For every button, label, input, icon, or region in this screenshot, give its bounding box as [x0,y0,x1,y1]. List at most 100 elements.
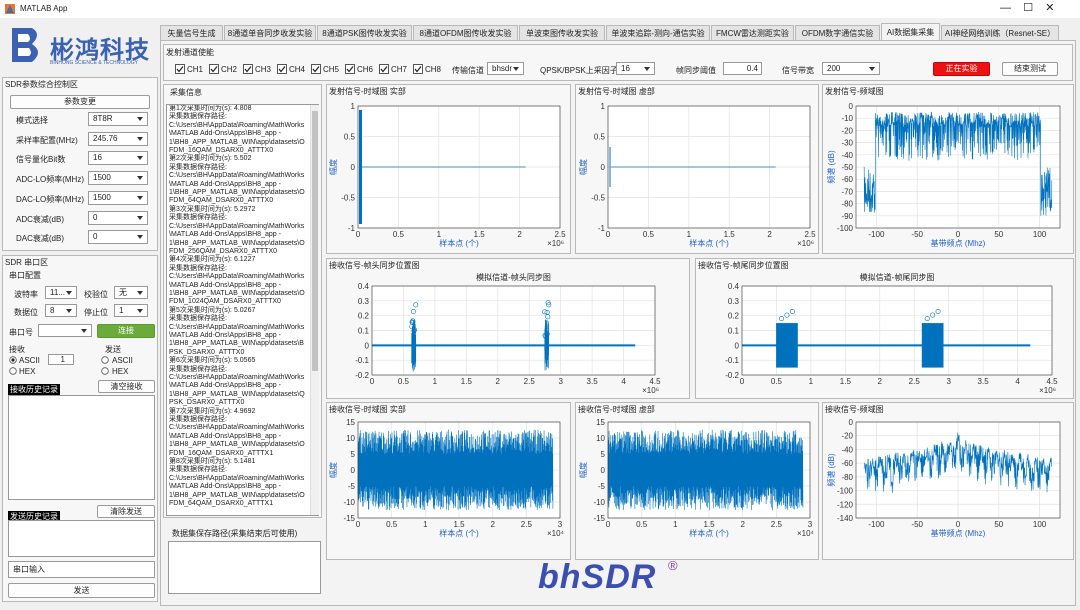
port-select[interactable] [38,324,92,337]
tab[interactable]: 矢量信号生成 [160,25,223,40]
radio-ascii-rx[interactable] [9,356,17,364]
field-value[interactable]: 1500 [88,190,148,205]
y-tick-label: -80 [841,473,853,482]
log-text[interactable]: 第1次采集时间为(s): 4.808 采集数据保存路径: C:\Users\BH\A… [166,104,319,516]
field-label: DAC衰减(dB) [16,234,65,244]
rx-history[interactable] [8,395,155,500]
clear-tx-button[interactable]: 清除发送 [97,505,155,518]
plot-panel-title: 接收信号-时域图 实部 [329,405,406,414]
field-value[interactable]: 1500 [88,171,148,186]
threshold-label: 帧同步阈值 [676,66,716,75]
field-value[interactable]: 16 [88,151,148,166]
x-tick-label: 1.5 [703,520,715,529]
tab[interactable]: 8通道单音同步收发实验 [224,25,316,40]
tab[interactable]: AI神经网络训练（Resnet-SE） [941,25,1059,40]
tab[interactable]: 单波束图传收发实验 [519,25,605,40]
tx-history[interactable] [8,520,155,557]
y-tick-label: -0.5 [591,194,605,203]
spinner[interactable]: 1 [48,354,74,365]
x-tick-label: 1.5 [840,377,852,386]
send-button[interactable]: 发送 [8,583,155,598]
x-tick-label: 100 [1033,520,1047,529]
tab[interactable]: 单波束追踪-测向-通信实验 [606,25,710,40]
tab[interactable]: 8通道PSK图传收发实验 [317,25,412,40]
checkbox[interactable] [311,64,321,74]
y-tick-label: 0 [735,341,740,350]
y-tick-label: -50 [841,163,853,172]
y-tick-label: 5 [601,450,606,459]
y-tick-label: 0 [849,102,854,111]
checkbox[interactable] [379,64,389,74]
tab[interactable]: OFDM数字通信实验 [795,25,880,40]
tab[interactable]: FMCW雷达测距实验 [711,25,794,40]
signal-burst [776,323,798,368]
signal-trace [863,111,1053,216]
sync-marker [784,312,790,318]
param-change-button[interactable]: 参数变更 [10,95,150,109]
tab[interactable]: AI数据集采集 [881,23,940,40]
sync-marker [545,300,551,306]
channel-select[interactable]: bhsdr [487,62,524,75]
radio-hex-tx[interactable] [101,367,109,375]
stopbits-select[interactable]: 1 [114,304,148,317]
running-button[interactable]: 正在实验 [933,62,990,76]
scrollbar[interactable] [310,105,319,515]
clear-rx-button[interactable]: 清空接收 [98,380,155,393]
x-tick-label: 4 [621,377,626,386]
baud-select[interactable]: 11... [45,286,77,299]
sync-marker [410,320,416,326]
tab[interactable]: 8通道OFDM图传收发实验 [413,25,518,40]
field-value[interactable]: 0 [88,230,148,245]
x-tick-label: 1 [437,230,442,239]
field-value[interactable]: 8T8R [88,112,148,126]
x-tick-label: 2.5 [909,377,921,386]
y-tick-label: -10 [343,498,355,507]
y-tick-label: -10 [841,114,853,123]
x-tick-label: 50 [994,230,1003,239]
checkbox[interactable] [345,64,355,74]
checkbox[interactable] [209,64,219,74]
plot-panel-title: 接收信号-帧尾同步位置图 [698,261,789,270]
x-tick-label: -50 [911,520,923,529]
x-multiplier: ×10⁶ [642,386,659,395]
y-tick-label: -30 [841,139,853,148]
signal-trace [863,432,1053,493]
databits-select[interactable]: 8 [45,304,77,317]
stop-button[interactable]: 结束测试 [1002,62,1058,76]
threshold-input[interactable]: 0.4 [723,62,762,75]
log-line: 第8次采集时间为(s): 5.1481 [169,458,256,466]
y-tick-label: -90 [841,212,853,221]
bandwidth-select[interactable]: 200 [822,62,880,75]
log-line: 第3次采集时间为(s): 5.2972 [169,205,256,213]
radio-ascii-tx[interactable] [101,356,109,364]
x-axis-label: 样本点 (个) [689,238,729,248]
connect-button[interactable]: 连接 [97,324,155,338]
y-tick-label: -0.2 [355,371,369,380]
log-line: \MATLAB Add-Ons\Apps\BH8_app - [169,483,281,491]
radio-hex-rx[interactable] [9,367,17,375]
log-line: 采集数据保存路径: [169,113,227,121]
serial-input[interactable]: 串口输入 [8,561,155,578]
checkbox[interactable] [175,64,185,74]
window-controls[interactable]: — ☐ ✕ [1000,2,1055,14]
x-tick-label: 0 [606,230,611,239]
y-tick-label: -0.1 [355,356,369,365]
checkbox-label: CH7 [391,65,408,74]
upsample-select[interactable]: 16 [616,62,655,75]
y-tick-label: -60 [841,459,853,468]
x-tick-label: 1.5 [724,230,736,239]
checkbox[interactable] [277,64,287,74]
x-tick-label: 4.5 [1046,377,1058,386]
field-label: 信号量化Bit数 [16,155,66,165]
checkbox[interactable] [413,64,423,74]
x-tick-label: -100 [868,230,885,239]
parity-select[interactable]: 无 [114,286,148,299]
axes-box [607,421,811,519]
y-tick-label: -20 [841,432,853,441]
dataset-path[interactable] [168,541,321,594]
checkbox[interactable] [243,64,253,74]
field-value[interactable]: 245.76 [88,131,148,146]
field-value[interactable]: 0 [88,210,148,225]
x-tick-label: 50 [994,520,1003,529]
